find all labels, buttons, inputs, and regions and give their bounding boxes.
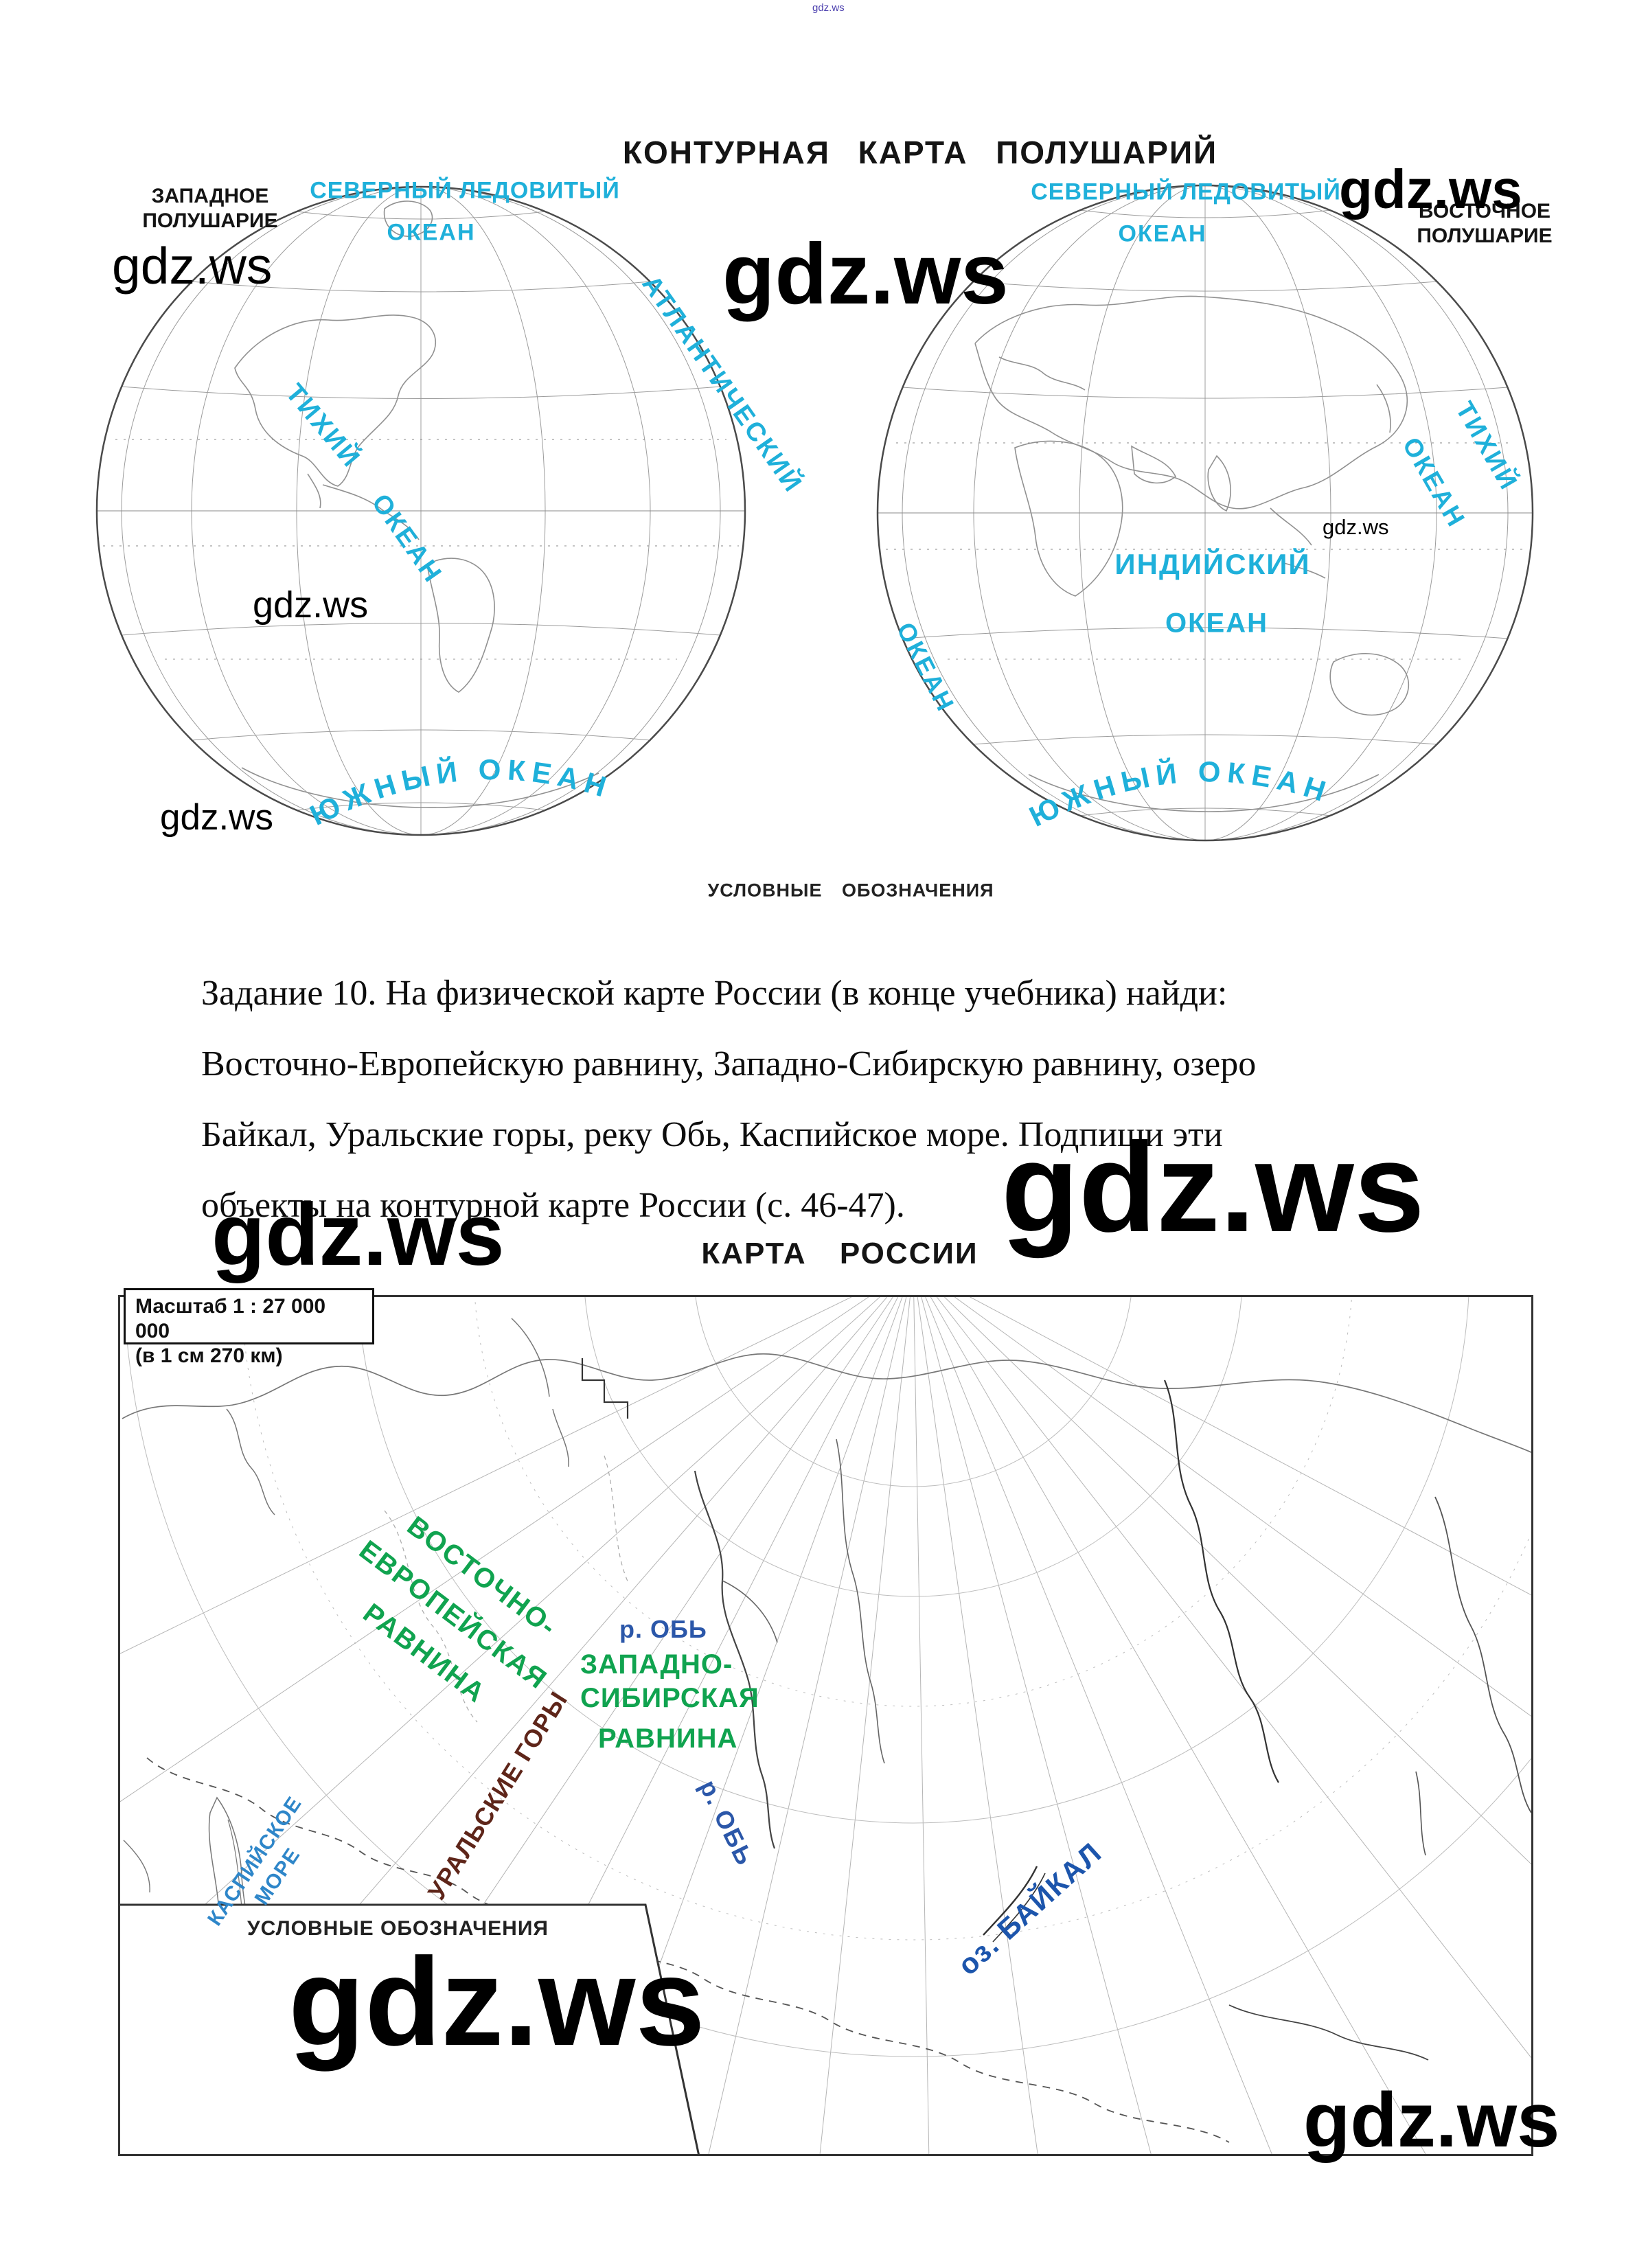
gdz-watermark: gdz.ws [288, 1932, 705, 2072]
hemispheres-map: ЮЖНЫЙ ОКЕАН ЮЖНЫЙ ОКЕАН [95, 184, 1534, 842]
gdz-watermark: gdz.ws [112, 237, 273, 295]
arctic-ocean-label-west: СЕВЕРНЫЙ ЛЕДОВИТЫЙ [310, 177, 620, 204]
task-line: Восточно-Европейскую равнину, Западно-Си… [201, 1044, 1257, 1084]
russia-map-frame [118, 1295, 1533, 2156]
gdz-watermark: gdz.ws [160, 797, 273, 838]
eastern-hemisphere-label: ВОСТОЧНОЕ ПОЛУШАРИЕ [1417, 200, 1553, 247]
map-scale-line: (в 1 см 270 км) [135, 1344, 283, 1367]
gdz-watermark: gdz.ws [253, 584, 369, 626]
western-coastlines [234, 201, 599, 808]
indian-ocean-label: ИНДИЙСКИЙ [1114, 548, 1311, 580]
arctic-ocean-label-east-2: ОКЕАН [1118, 220, 1207, 247]
hemispheres-title: КОНТУРНАЯ КАРТА ПОЛУШАРИЙ [622, 135, 1218, 170]
arctic-ocean-label-east: СЕВЕРНЫЙ ЛЕДОВИТЫЙ [1031, 179, 1341, 205]
map-legend-caption: УСЛОВНЫЕ ОБОЗНАЧЕНИЯ [247, 1917, 549, 1940]
eastern-coastlines [974, 295, 1410, 812]
western-hemisphere-label: ЗАПАДНОЕ ПОЛУШАРИЕ [142, 185, 278, 232]
gdz-watermark-tiny: gdz.ws [812, 2, 845, 14]
task-text: Задание 10. На физической карте России (… [201, 958, 1423, 1241]
map-scale-box: Масштаб 1 : 27 000 000 (в 1 см 270 км) [124, 1288, 374, 1367]
hemispheres-legend-caption: УСЛОВНЫЕ ОБОЗНАЧЕНИЯ [707, 880, 994, 901]
gdz-watermark: gdz.ws [722, 227, 1009, 322]
indian-ocean-label-2: ОКЕАН [1165, 608, 1268, 639]
west-siberian-plain-label: ЗАПАДНО- СИБИРСКАЯ РАВНИНА [580, 1649, 759, 1754]
arctic-ocean-label-west-2: ОКЕАН [387, 219, 476, 246]
map-scale-line: Масштаб 1 : 27 000 000 [135, 1295, 326, 1342]
gdz-watermark: gdz.ws [1001, 1117, 1425, 1259]
gdz-watermark: gdz.ws [211, 1186, 505, 1284]
task-line: Байкал, Уральские горы, реку Обь, Каспий… [201, 1115, 1223, 1154]
gdz-watermark: gdz.ws [1323, 515, 1389, 539]
russia-map-title: КАРТА РОССИИ [701, 1237, 978, 1270]
gdz-watermark: gdz.ws [1339, 159, 1522, 220]
task-line: объекты на контурной карте России (с. 46… [201, 1186, 905, 1225]
gdz-watermark: gdz.ws [1303, 2077, 1560, 2163]
task-line: Задание 10. На физической карте России (… [201, 974, 1228, 1013]
ob-river-label: р. ОБЬ [619, 1615, 707, 1643]
